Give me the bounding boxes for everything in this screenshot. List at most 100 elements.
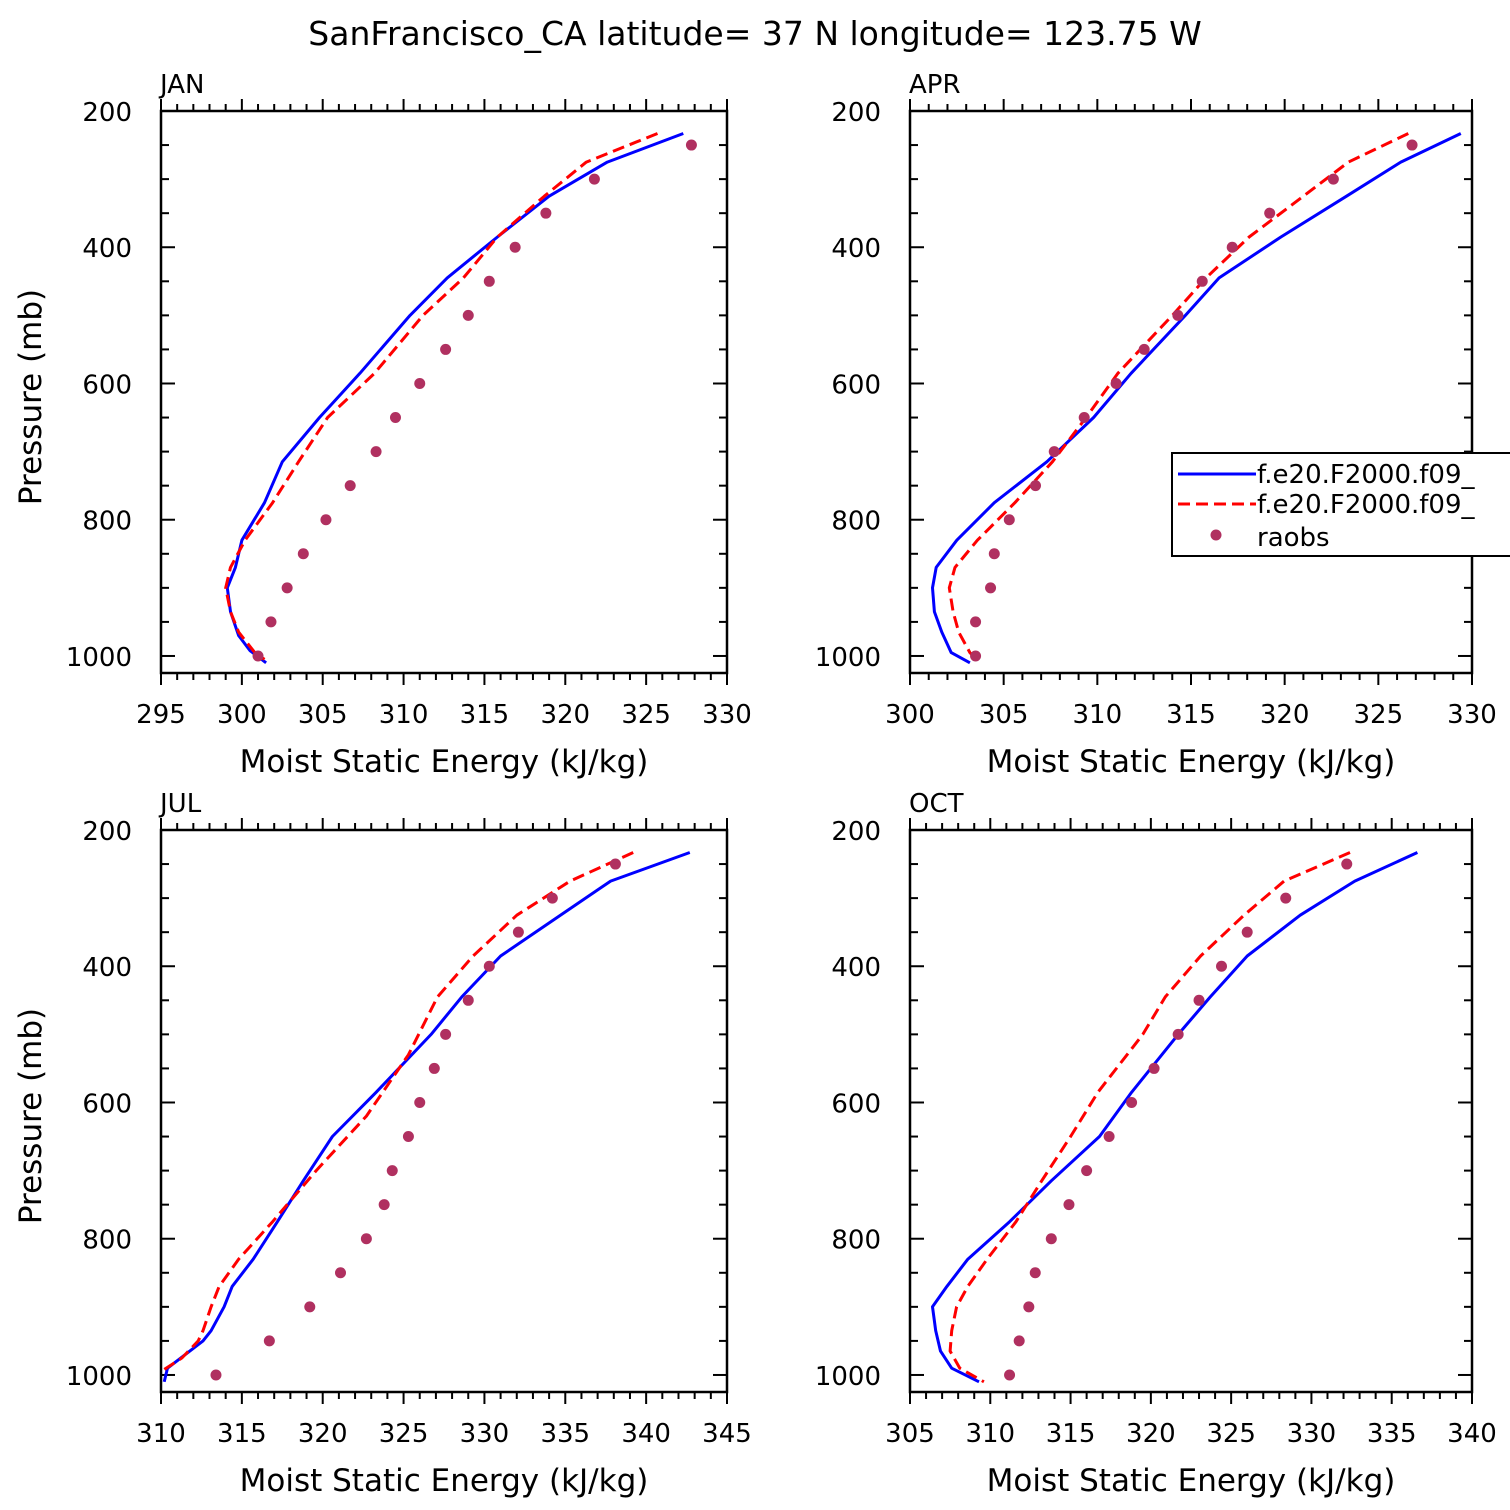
y-tick-label: 600 [82,370,132,400]
y-tick-label: 1000 [66,643,132,673]
raobs-point [1045,1233,1057,1245]
raobs-point [1148,1062,1160,1074]
raobs-point [360,1233,372,1245]
raobs-point [1004,1369,1016,1381]
figure-title: SanFrancisco_CA latitude= 37 N longitude… [308,14,1201,53]
raobs-point [462,994,474,1006]
x-axis-label: Moist Static Energy (kJ/kg) [987,744,1396,780]
y-tick-label: 800 [831,1226,881,1256]
raobs-point [1193,994,1205,1006]
raobs-point [263,1335,275,1347]
plot-frame [159,828,729,1394]
raobs-point [320,514,332,526]
raobs-point [1341,858,1353,870]
x-tick-label: 325 [1206,1419,1256,1449]
x-tick-label: 300 [217,700,267,730]
raobs-point [1078,412,1090,424]
x-tick-label: 310 [136,1419,186,1449]
panel-oct: OCT 305 310 315 320 325 330 335 340 200 400 600 800 1… [815,789,1497,1499]
x-tick-label: 295 [136,700,186,730]
raobs-point [252,650,264,662]
raobs-point [970,616,982,628]
raobs-point [440,343,452,355]
x-tick-label: 330 [702,700,752,730]
raobs-point [546,892,558,904]
model-solid-line [931,851,1419,1384]
raobs-point [304,1301,316,1313]
y-tick-label: 400 [831,234,881,264]
x-tick-label: 330 [460,1419,510,1449]
raobs-point [1196,275,1208,287]
raobs-point [988,548,1000,560]
x-tick-label: 325 [621,700,671,730]
chart-panels: JAN 295 300 305 310 315 320 325 330 200 400 600 800 1… [13,70,1497,1499]
y-tick-label: 1000 [66,1362,132,1392]
raobs-point [378,1199,390,1211]
raobs-point [1081,1165,1093,1177]
raobs-point [509,241,521,253]
raobs-point [1172,309,1184,321]
x-tick-label: 310 [965,1419,1015,1449]
x-tick-label: 330 [1287,1419,1337,1449]
x-tick-label: 335 [1367,1419,1417,1449]
raobs-point [1003,514,1015,526]
y-tick-label: 600 [831,370,881,400]
raobs-point [1110,377,1122,389]
model-solid-line [931,132,1462,665]
x-tick-label: 320 [1260,700,1310,730]
raobs-point [970,650,982,662]
raobs-point [344,480,356,492]
x-tick-label: 315 [460,700,510,730]
raobs-point [386,1165,398,1177]
x-tick-label: 300 [885,700,935,730]
y-tick-label: 400 [831,953,881,983]
x-tick-label: 310 [379,700,429,730]
y-tick-label: 600 [831,1089,881,1119]
y-tick-label: 1000 [815,643,881,673]
x-tick-label: 315 [1046,1419,1096,1449]
raobs-point [389,412,401,424]
y-tick-label: 200 [831,98,881,128]
x-axis-label: Moist Static Energy (kJ/kg) [240,1463,649,1499]
panel-jan: JAN 295 300 305 310 315 320 325 330 200 400 600 800 1… [13,70,752,780]
panel-label: JUL [158,789,202,819]
y-tick-label: 200 [82,98,132,128]
y-axis-label: Pressure (mb) [13,1008,49,1224]
x-tick-label: 315 [1166,700,1216,730]
raobs-point [1226,241,1238,253]
raobs-point [1241,926,1253,938]
x-tick-label: 330 [1447,700,1497,730]
raobs-point [414,377,426,389]
raobs-point [483,275,495,287]
x-tick-label: 340 [621,1419,671,1449]
raobs-point [297,548,309,560]
legend-raobs-marker [1210,529,1222,541]
raobs-point [1216,960,1228,972]
raobs-point [440,1028,452,1040]
raobs-point [1030,480,1042,492]
x-tick-label: 305 [298,700,348,730]
raobs-point [1048,446,1060,458]
raobs-point [1023,1301,1035,1313]
y-tick-label: 200 [82,817,132,847]
y-tick-label: 600 [82,1089,132,1119]
raobs-point [265,616,277,628]
raobs-point [414,1096,426,1108]
y-tick-label: 1000 [815,1362,881,1392]
y-tick-label: 400 [82,953,132,983]
raobs-point [1029,1267,1041,1279]
y-axis-label: Pressure (mb) [13,289,49,505]
x-tick-label: 325 [379,1419,429,1449]
raobs-point [685,139,697,151]
legend-box [1171,452,1510,557]
raobs-point [281,582,293,594]
model-dashed-line [160,851,634,1373]
panel-label: OCT [909,789,964,819]
plot-frame [908,828,1474,1394]
legend: f.e20.F2000.f09_f.e20.F2000.f09_raobs [1171,452,1510,557]
x-axis-label: Moist Static Energy (kJ/kg) [987,1463,1396,1499]
y-tick-label: 400 [82,234,132,264]
panel-apr: APR 300 305 310 315 320 325 330 200 400 600 800 1000… [815,70,1497,780]
raobs-point [540,207,552,219]
